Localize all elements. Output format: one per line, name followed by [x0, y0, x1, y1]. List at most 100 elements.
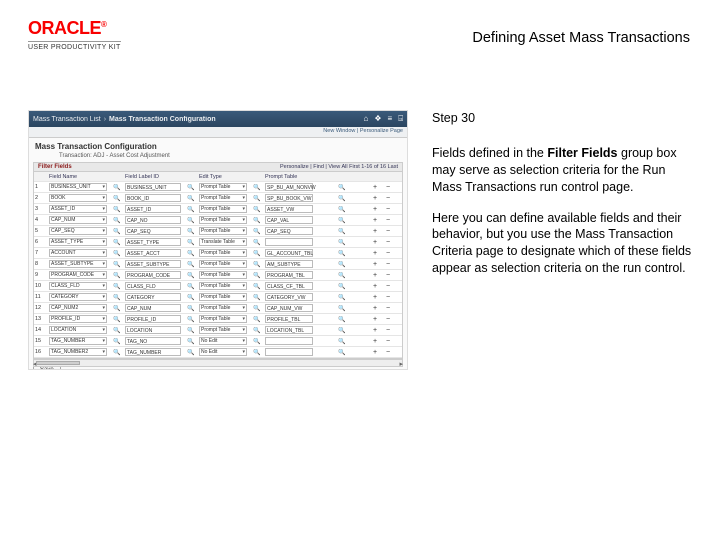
edit-type-select[interactable]: Prompt Table [199, 249, 247, 257]
add-row-icon[interactable]: + [368, 305, 382, 312]
delete-row-icon[interactable]: − [382, 294, 394, 301]
lookup-icon[interactable]: 🔍 [250, 305, 264, 312]
add-row-icon[interactable]: + [368, 228, 382, 235]
lookup-icon[interactable]: 🔍 [316, 206, 368, 213]
field-name-select[interactable]: CAP_NUM2 [49, 304, 107, 312]
prompt-table-input[interactable] [265, 348, 313, 356]
tag-icon[interactable]: ❖ [374, 114, 381, 124]
edit-type-select[interactable]: Prompt Table [199, 260, 247, 268]
lookup-icon[interactable]: 🔍 [316, 305, 368, 312]
delete-row-icon[interactable]: − [382, 250, 394, 257]
add-row-icon[interactable]: + [368, 338, 382, 345]
lookup-icon[interactable]: 🔍 [110, 228, 124, 235]
lookup-icon[interactable]: 🔍 [184, 250, 198, 257]
prompt-table-input[interactable]: GL_ACCOUNT_TBL [265, 249, 313, 257]
lookup-icon[interactable]: 🔍 [184, 349, 198, 356]
lookup-icon[interactable]: 🔍 [110, 305, 124, 312]
delete-row-icon[interactable]: − [382, 228, 394, 235]
lookup-icon[interactable]: 🔍 [250, 349, 264, 356]
lookup-icon[interactable]: 🔍 [250, 327, 264, 334]
lookup-icon[interactable]: 🔍 [316, 250, 368, 257]
lookup-icon[interactable]: 🔍 [250, 206, 264, 213]
lookup-icon[interactable]: 🔍 [110, 195, 124, 202]
lookup-icon[interactable]: 🔍 [250, 283, 264, 290]
field-label-input[interactable]: PROGRAM_CODE [125, 271, 181, 279]
breadcrumb-item[interactable]: Mass Transaction List [33, 116, 101, 123]
lookup-icon[interactable]: 🔍 [316, 294, 368, 301]
prompt-table-input[interactable]: LOCATION_TBL [265, 326, 313, 334]
add-row-icon[interactable]: + [368, 294, 382, 301]
field-name-select[interactable]: ASSET_TYPE [49, 238, 107, 246]
lookup-icon[interactable]: 🔍 [184, 206, 198, 213]
delete-row-icon[interactable]: − [382, 338, 394, 345]
lookup-icon[interactable]: 🔍 [110, 283, 124, 290]
lookup-icon[interactable]: 🔍 [316, 349, 368, 356]
field-label-input[interactable]: ASSET_SUBTYPE [125, 260, 181, 268]
lookup-icon[interactable]: 🔍 [110, 272, 124, 279]
delete-row-icon[interactable]: − [382, 239, 394, 246]
lookup-icon[interactable]: 🔍 [250, 239, 264, 246]
lookup-icon[interactable]: 🔍 [184, 316, 198, 323]
prompt-table-input[interactable]: CLASS_CF_TBL [265, 282, 313, 290]
lookup-icon[interactable]: 🔍 [110, 316, 124, 323]
edit-type-select[interactable]: Prompt Table [199, 227, 247, 235]
lookup-icon[interactable]: 🔍 [316, 316, 368, 323]
lookup-icon[interactable]: 🔍 [184, 272, 198, 279]
lookup-icon[interactable]: 🔍 [316, 283, 368, 290]
lookup-icon[interactable]: 🔍 [184, 195, 198, 202]
delete-row-icon[interactable]: − [382, 327, 394, 334]
lookup-icon[interactable]: 🔍 [110, 184, 124, 191]
edit-type-select[interactable]: Prompt Table [199, 315, 247, 323]
field-name-select[interactable]: PROGRAM_CODE [49, 271, 107, 279]
lookup-icon[interactable]: 🔍 [184, 305, 198, 312]
lookup-icon[interactable]: 🔍 [184, 217, 198, 224]
app-subbar[interactable]: New Window | Personalize Page [29, 127, 407, 138]
lookup-icon[interactable]: 🔍 [250, 250, 264, 257]
lookup-icon[interactable]: 🔍 [184, 239, 198, 246]
prompt-table-input[interactable]: PROGRAM_TBL [265, 271, 313, 279]
add-row-icon[interactable]: + [368, 327, 382, 334]
field-label-input[interactable]: LOCATION [125, 326, 181, 334]
field-name-select[interactable]: ASSET_SUBTYPE [49, 260, 107, 268]
field-label-input[interactable]: CAP_SEQ [125, 227, 181, 235]
edit-type-select[interactable]: Prompt Table [199, 183, 247, 191]
edit-type-select[interactable]: Prompt Table [199, 293, 247, 301]
lookup-icon[interactable]: 🔍 [316, 272, 368, 279]
prompt-table-input[interactable]: PROFILE_TBL [265, 315, 313, 323]
add-row-icon[interactable]: + [368, 184, 382, 191]
lookup-icon[interactable]: 🔍 [184, 184, 198, 191]
field-label-input[interactable]: BOOK_ID [125, 194, 181, 202]
signout-icon[interactable]: ⍈ [398, 114, 403, 124]
home-icon[interactable]: ⌂ [364, 114, 369, 124]
field-label-input[interactable]: TAG_NO [125, 337, 181, 345]
prompt-table-input[interactable]: ASSET_VW [265, 205, 313, 213]
delete-row-icon[interactable]: − [382, 349, 394, 356]
add-row-icon[interactable]: + [368, 195, 382, 202]
prompt-table-input[interactable]: CATEGORY_VW [265, 293, 313, 301]
prompt-table-input[interactable] [265, 337, 313, 345]
field-name-select[interactable]: ACCOUNT [49, 249, 107, 257]
delete-row-icon[interactable]: − [382, 283, 394, 290]
lookup-icon[interactable]: 🔍 [184, 327, 198, 334]
lookup-icon[interactable]: 🔍 [250, 338, 264, 345]
group-paging[interactable]: Personalize | Find | View All First 1-16… [280, 164, 398, 170]
edit-type-select[interactable]: Prompt Table [199, 271, 247, 279]
field-name-select[interactable]: LOCATION [49, 326, 107, 334]
edit-type-select[interactable]: Prompt Table [199, 282, 247, 290]
prompt-table-input[interactable]: SP_BU_BOOK_VW [265, 194, 313, 202]
lookup-icon[interactable]: 🔍 [250, 272, 264, 279]
field-label-input[interactable]: TAG_NUMBER [125, 348, 181, 356]
lookup-icon[interactable]: 🔍 [184, 338, 198, 345]
field-label-input[interactable]: ASSET_ACCT [125, 249, 181, 257]
nav-icon[interactable]: ≡ [388, 114, 393, 124]
prompt-table-input[interactable]: AM_SUBTYPE [265, 260, 313, 268]
field-name-select[interactable]: ASSET_ID [49, 205, 107, 213]
field-label-input[interactable]: CLASS_FLD [125, 282, 181, 290]
lookup-icon[interactable]: 🔍 [316, 195, 368, 202]
lookup-icon[interactable]: 🔍 [110, 294, 124, 301]
field-name-select[interactable]: CLASS_FLD [49, 282, 107, 290]
delete-row-icon[interactable]: − [382, 305, 394, 312]
field-name-select[interactable]: BUSINESS_UNIT [49, 183, 107, 191]
lookup-icon[interactable]: 🔍 [316, 327, 368, 334]
delete-row-icon[interactable]: − [382, 316, 394, 323]
